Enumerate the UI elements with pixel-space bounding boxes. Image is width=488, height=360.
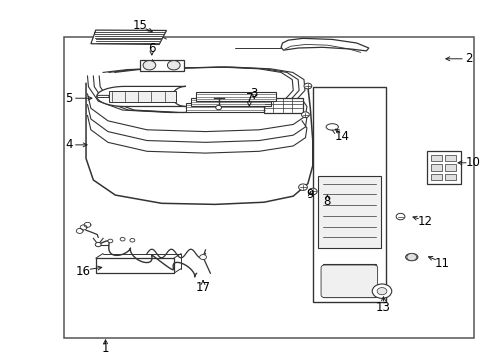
Text: 8: 8 <box>323 195 330 208</box>
FancyBboxPatch shape <box>321 265 377 298</box>
Circle shape <box>120 237 125 241</box>
Text: 3: 3 <box>250 87 257 100</box>
Polygon shape <box>91 30 166 44</box>
Polygon shape <box>322 264 375 297</box>
Ellipse shape <box>405 253 417 261</box>
Polygon shape <box>195 92 276 101</box>
Polygon shape <box>190 98 271 107</box>
Polygon shape <box>140 60 183 71</box>
Bar <box>444 155 455 161</box>
Circle shape <box>371 284 391 298</box>
Text: 4: 4 <box>65 138 73 151</box>
Polygon shape <box>97 86 185 107</box>
Polygon shape <box>312 87 385 302</box>
Text: 1: 1 <box>102 342 109 355</box>
Text: 12: 12 <box>417 215 431 228</box>
Text: 7: 7 <box>245 93 253 105</box>
Text: 6: 6 <box>148 41 155 54</box>
Bar <box>430 164 441 171</box>
Polygon shape <box>96 258 173 273</box>
Circle shape <box>199 255 206 260</box>
Circle shape <box>108 239 113 243</box>
Text: 17: 17 <box>195 281 210 294</box>
Polygon shape <box>281 39 368 51</box>
Polygon shape <box>427 151 461 184</box>
Circle shape <box>167 60 180 70</box>
Circle shape <box>308 188 317 195</box>
Text: 5: 5 <box>65 92 73 105</box>
Circle shape <box>130 238 135 242</box>
Text: 2: 2 <box>464 52 471 65</box>
Bar <box>64 37 473 338</box>
Bar <box>430 174 441 180</box>
Text: 10: 10 <box>464 156 479 169</box>
Text: 14: 14 <box>334 130 349 144</box>
Text: 11: 11 <box>434 257 448 270</box>
Ellipse shape <box>325 124 338 130</box>
Text: 15: 15 <box>132 19 147 32</box>
Polygon shape <box>317 176 380 248</box>
Polygon shape <box>264 98 303 113</box>
Text: 9: 9 <box>306 188 313 201</box>
Bar <box>444 164 455 171</box>
Polygon shape <box>185 103 266 112</box>
Bar <box>444 174 455 180</box>
Text: 13: 13 <box>375 301 390 314</box>
Circle shape <box>215 105 221 110</box>
Circle shape <box>406 253 416 261</box>
Circle shape <box>95 242 101 247</box>
Circle shape <box>143 60 156 70</box>
Circle shape <box>304 83 311 89</box>
Circle shape <box>376 288 386 295</box>
Circle shape <box>298 184 307 190</box>
Polygon shape <box>109 91 176 102</box>
Circle shape <box>395 213 404 220</box>
Circle shape <box>301 112 309 118</box>
Bar <box>430 155 441 161</box>
Polygon shape <box>97 95 109 98</box>
Text: 16: 16 <box>76 265 91 278</box>
